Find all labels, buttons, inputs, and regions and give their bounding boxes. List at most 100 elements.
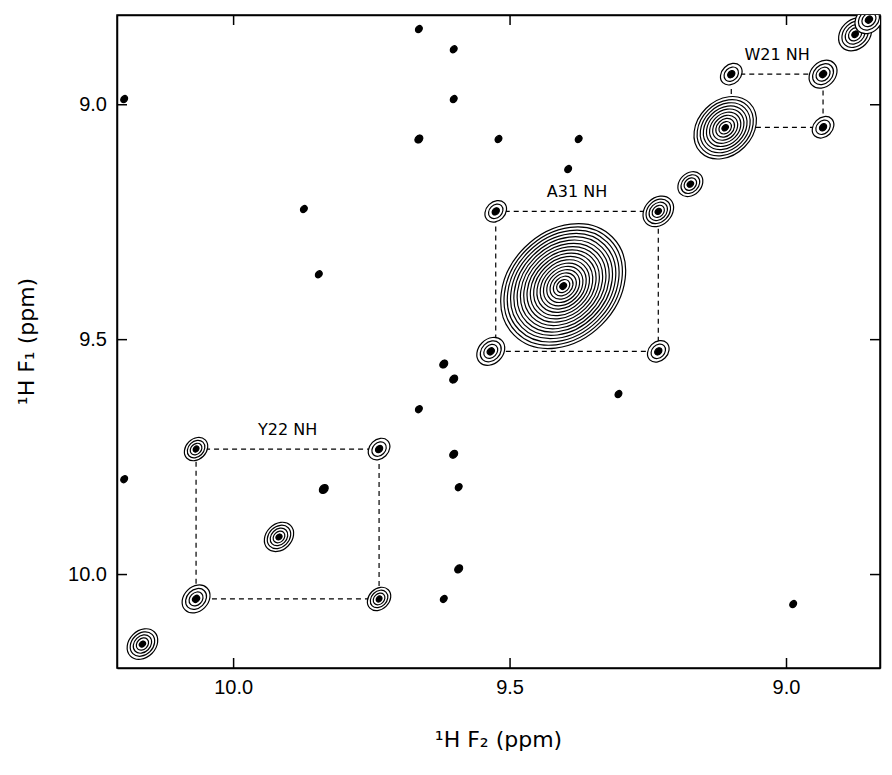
tick-mark bbox=[117, 339, 127, 341]
peak-contour-level bbox=[491, 206, 501, 216]
peak-contour-level bbox=[192, 445, 200, 453]
peak-contour-level bbox=[854, 15, 880, 34]
peak-contour bbox=[563, 164, 573, 174]
peak bbox=[471, 332, 510, 371]
peak-contour bbox=[643, 336, 673, 366]
peak-contour bbox=[494, 134, 504, 144]
peak-contour-level bbox=[371, 591, 387, 607]
peak bbox=[614, 389, 624, 399]
peak bbox=[258, 516, 299, 557]
peak-contour-level bbox=[677, 171, 703, 197]
peak-contour-level bbox=[654, 207, 663, 216]
peak-contour bbox=[180, 433, 213, 466]
peak-contour bbox=[314, 270, 324, 280]
tick-mark bbox=[786, 658, 788, 668]
tick-mark bbox=[509, 15, 511, 25]
peak-contour-level bbox=[375, 595, 383, 603]
peak-contour bbox=[681, 84, 769, 172]
peak-contour bbox=[716, 59, 746, 89]
peak-contour-level bbox=[481, 342, 501, 362]
peak bbox=[119, 474, 129, 484]
peak-contour-level bbox=[367, 587, 392, 612]
peak-contour-level bbox=[480, 203, 646, 369]
peak-contour-level bbox=[512, 235, 614, 337]
tick bbox=[233, 15, 234, 25]
tick-label: 9.5 bbox=[79, 328, 107, 350]
tick-mark bbox=[117, 104, 127, 106]
peak-contour bbox=[614, 389, 624, 399]
peak-contour bbox=[673, 167, 708, 202]
peak-contour-level bbox=[859, 15, 879, 30]
peak-contour bbox=[449, 94, 459, 104]
tick-label: 10.0 bbox=[214, 676, 253, 698]
peak-contour-level bbox=[369, 439, 389, 459]
tick-label: 10.0 bbox=[68, 563, 107, 585]
tick-label: 9.0 bbox=[79, 93, 107, 115]
peak-contour-level bbox=[476, 337, 505, 366]
peak-contour-level bbox=[374, 444, 384, 454]
peak bbox=[413, 133, 424, 144]
x-axis-title: ¹H F₂ (ppm) bbox=[435, 727, 562, 752]
peak-contour-level bbox=[641, 194, 675, 228]
peak-contour-level bbox=[508, 231, 619, 342]
peak-contour-level bbox=[554, 277, 572, 295]
peak bbox=[314, 270, 324, 280]
peak-contour-level bbox=[489, 212, 637, 360]
peak bbox=[180, 433, 213, 466]
peak-contour bbox=[574, 134, 584, 144]
peak-contour-level bbox=[275, 533, 283, 541]
annotation: A31 NH bbox=[547, 182, 607, 201]
peak-contour bbox=[481, 196, 511, 226]
peak-contour-level bbox=[712, 115, 738, 141]
peak-contour bbox=[849, 15, 880, 39]
peak-contour-level bbox=[690, 93, 760, 163]
peak-contour-level bbox=[267, 525, 292, 550]
peak-contour bbox=[448, 449, 459, 460]
peak bbox=[448, 449, 459, 460]
peak-contour-level bbox=[864, 15, 874, 25]
axis-line bbox=[118, 668, 881, 670]
peak-contour-level bbox=[721, 64, 741, 84]
peak-contour-level bbox=[522, 245, 605, 328]
annotation: Y22 NH bbox=[257, 420, 317, 439]
axis-line bbox=[880, 16, 882, 669]
peak-contour-level bbox=[486, 201, 506, 221]
x-axis: 10.09.59.0 bbox=[118, 658, 881, 698]
peak bbox=[439, 594, 449, 604]
peak bbox=[363, 583, 396, 616]
peak-contour-level bbox=[138, 640, 147, 649]
tick: 10.0 bbox=[214, 658, 253, 698]
peak-contour-level bbox=[181, 584, 210, 613]
peak-contour bbox=[176, 579, 215, 618]
peak bbox=[119, 94, 129, 104]
tick-mark bbox=[786, 15, 788, 25]
tick: 9.5 bbox=[79, 328, 127, 350]
peak bbox=[673, 167, 708, 202]
axis-line bbox=[118, 15, 881, 17]
peak-contour-level bbox=[485, 208, 642, 365]
peak bbox=[318, 483, 330, 495]
tick: 9.0 bbox=[773, 658, 801, 698]
peak-contour bbox=[453, 563, 464, 574]
peak-contour-level bbox=[263, 520, 296, 553]
peak bbox=[454, 482, 464, 492]
peak bbox=[438, 359, 449, 370]
peak-contour bbox=[454, 482, 464, 492]
peak-contour bbox=[299, 204, 309, 214]
peak bbox=[788, 599, 798, 609]
tick-mark bbox=[870, 339, 880, 341]
peak-contour bbox=[448, 374, 459, 385]
peak bbox=[849, 15, 880, 39]
plot-area bbox=[119, 15, 880, 666]
tick-mark bbox=[509, 658, 511, 668]
tick-mark bbox=[870, 574, 880, 576]
peak bbox=[448, 374, 459, 385]
peak bbox=[643, 336, 673, 366]
tick-mark bbox=[233, 15, 235, 25]
peak-contour-level bbox=[808, 59, 837, 88]
peak bbox=[449, 94, 459, 104]
peak-contour-level bbox=[540, 263, 586, 309]
peak bbox=[563, 164, 573, 174]
y-axis-right bbox=[870, 16, 881, 669]
peak-contour-level bbox=[721, 123, 730, 132]
